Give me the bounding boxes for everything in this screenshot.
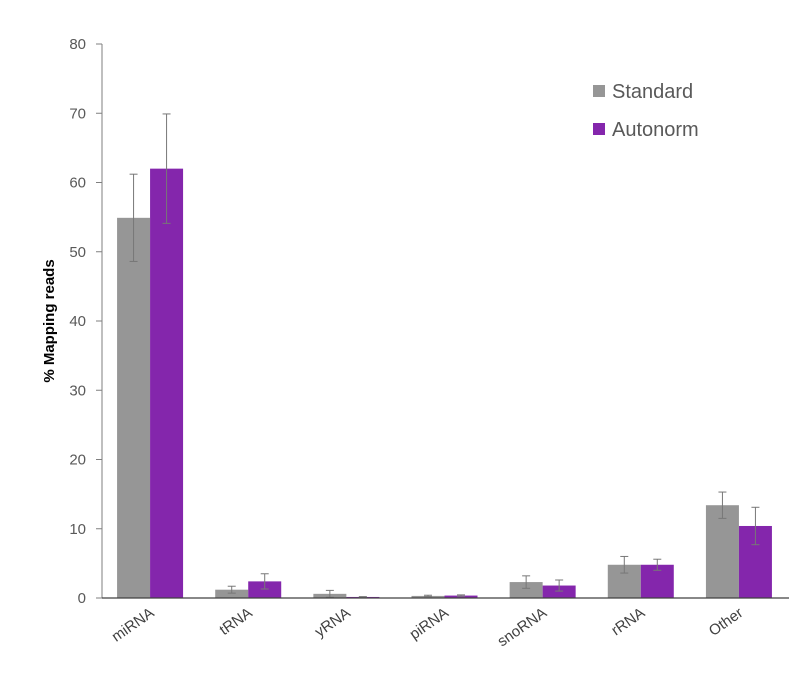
bar-autonorm-pirna <box>444 595 478 598</box>
legend: Standard Autonorm <box>593 81 699 141</box>
bar-autonorm-mirna <box>150 168 184 598</box>
bars <box>117 113 772 598</box>
bar-autonorm-trna <box>248 581 282 598</box>
bar-standard-mirna <box>117 217 151 598</box>
x-category-label: yRNA <box>312 604 354 640</box>
y-tick-label: 60 <box>69 175 86 192</box>
y-axis: 0 10 20 30 40 50 60 70 80 <box>69 36 103 607</box>
x-category-label: miRNA <box>109 604 158 645</box>
legend-label-standard: Standard <box>612 81 693 103</box>
x-category-label: rRNA <box>608 604 648 639</box>
x-category-label: tRNA <box>216 604 255 638</box>
y-tick-label: 20 <box>69 452 86 469</box>
x-axis: miRNA tRNA yRNA piRNA snoRNA rRNA Other <box>102 597 789 650</box>
y-axis-title: % Mapping reads <box>41 259 58 382</box>
y-tick-label: 80 <box>69 36 86 53</box>
y-tick-label: 50 <box>69 244 86 261</box>
y-tick-label: 70 <box>69 105 86 122</box>
x-category-label: Other <box>706 604 746 639</box>
y-tick-label: 30 <box>69 382 86 399</box>
bar-autonorm-snorna <box>542 585 576 598</box>
x-category-label: piRNA <box>407 604 452 643</box>
bar-standard-other <box>705 505 739 598</box>
legend-label-autonorm: Autonorm <box>612 119 699 141</box>
y-tick-label: 0 <box>78 590 86 607</box>
y-tick-label: 40 <box>69 313 86 330</box>
bar-standard-trna <box>215 589 249 598</box>
y-tick-label: 10 <box>69 521 86 538</box>
legend-swatch-autonorm <box>593 123 605 135</box>
legend-swatch-standard <box>593 85 605 97</box>
x-category-label: snoRNA <box>494 604 550 650</box>
bar-standard-snorna <box>509 582 543 598</box>
